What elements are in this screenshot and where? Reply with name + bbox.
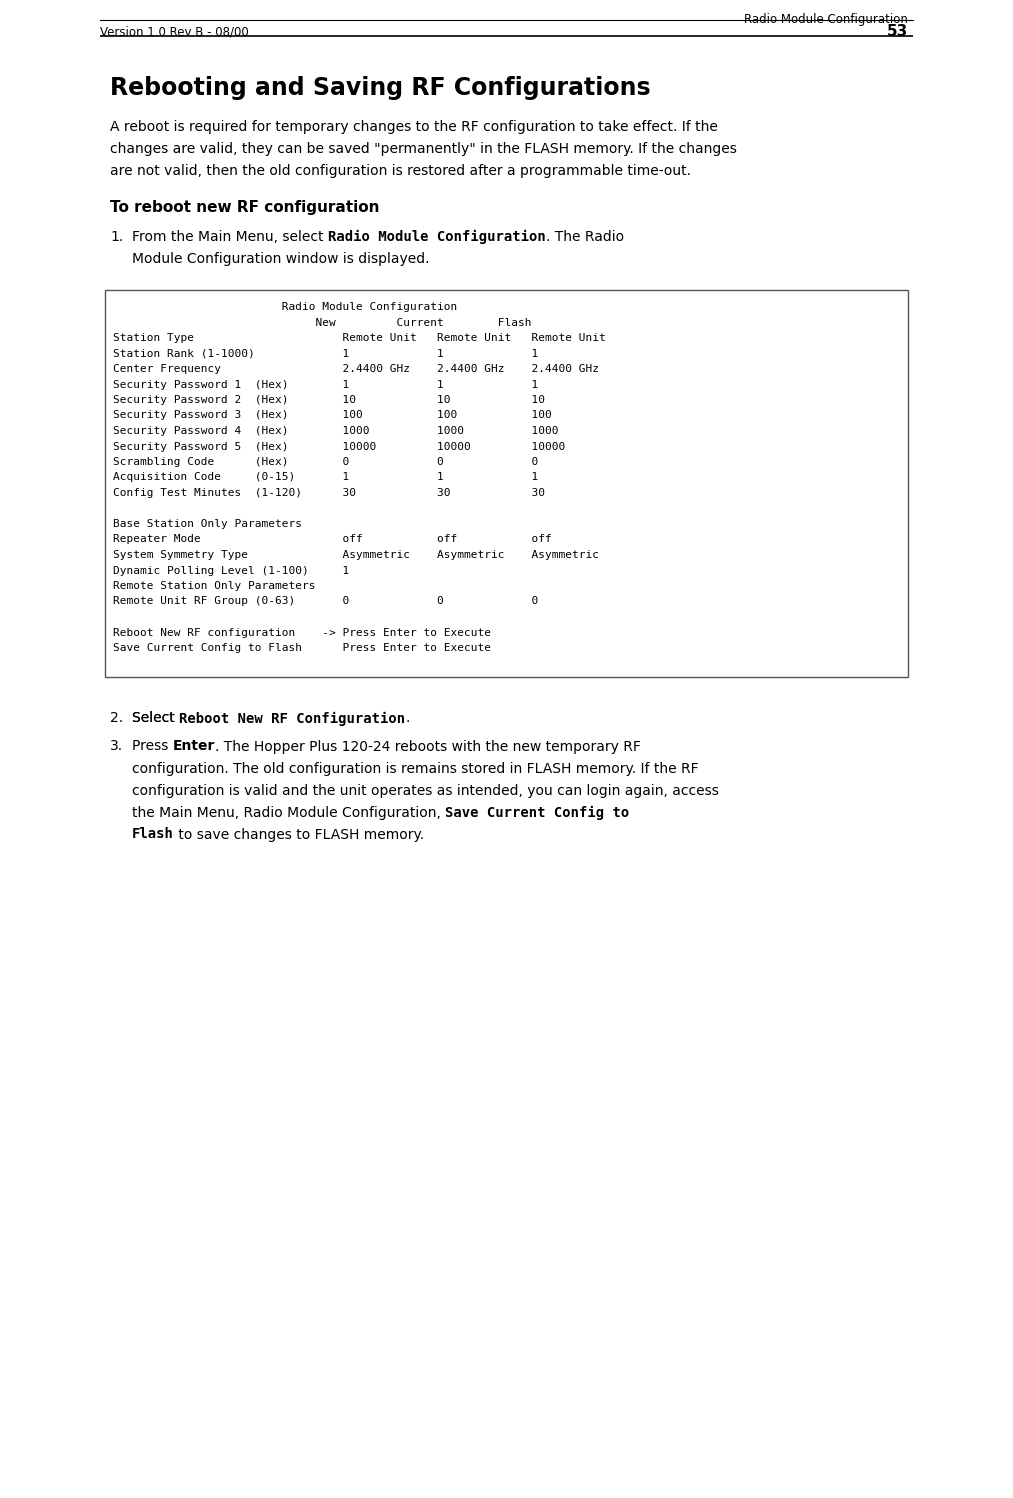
Text: . The Radio: . The Radio (546, 231, 624, 244)
Text: Flash: Flash (132, 827, 174, 842)
Text: 53: 53 (886, 24, 908, 39)
Text: Station Type                      Remote Unit   Remote Unit   Remote Unit: Station Type Remote Unit Remote Unit Rem… (113, 333, 606, 343)
Text: New         Current        Flash: New Current Flash (113, 318, 532, 328)
Text: Module Configuration window is displayed.: Module Configuration window is displayed… (132, 252, 430, 267)
Text: System Symmetry Type              Asymmetric    Asymmetric    Asymmetric: System Symmetry Type Asymmetric Asymmetr… (113, 550, 599, 560)
Text: Radio Module Configuration: Radio Module Configuration (745, 13, 908, 27)
Text: Scrambling Code      (Hex)        0             0             0: Scrambling Code (Hex) 0 0 0 (113, 457, 538, 467)
Text: Remote Station Only Parameters: Remote Station Only Parameters (113, 581, 315, 592)
Text: 1.: 1. (110, 231, 124, 244)
Text: Radio Module Configuration: Radio Module Configuration (113, 303, 457, 312)
Text: Select: Select (132, 712, 179, 725)
Text: are not valid, then the old configuration is restored after a programmable time-: are not valid, then the old configuratio… (110, 163, 691, 178)
Text: Radio Module Configuration: Radio Module Configuration (328, 231, 546, 244)
Text: configuration. The old configuration is remains stored in FLASH memory. If the R: configuration. The old configuration is … (132, 761, 699, 776)
Text: Press: Press (132, 740, 173, 753)
Text: Center Frequency                  2.4400 GHz    2.4400 GHz    2.4400 GHz: Center Frequency 2.4400 GHz 2.4400 GHz 2… (113, 364, 599, 374)
Text: From the Main Menu, select: From the Main Menu, select (132, 231, 328, 244)
Text: Save Current Config to Flash      Press Enter to Execute: Save Current Config to Flash Press Enter… (113, 643, 491, 653)
Text: Version 1.0 Rev B - 08/00: Version 1.0 Rev B - 08/00 (100, 25, 249, 39)
Text: Save Current Config to: Save Current Config to (446, 806, 629, 819)
Text: Security Password 1  (Hex)        1             1             1: Security Password 1 (Hex) 1 1 1 (113, 379, 538, 389)
Text: Reboot New RF configuration    -> Press Enter to Execute: Reboot New RF configuration -> Press Ent… (113, 628, 491, 638)
Text: .: . (405, 712, 409, 725)
Text: 3.: 3. (110, 740, 124, 753)
Text: the Main Menu, Radio Module Configuration,: the Main Menu, Radio Module Configuratio… (132, 806, 446, 819)
Text: Security Password 5  (Hex)        10000         10000         10000: Security Password 5 (Hex) 10000 10000 10… (113, 442, 565, 451)
Text: Remote Unit RF Group (0-63)       0             0             0: Remote Unit RF Group (0-63) 0 0 0 (113, 596, 538, 607)
Text: Rebooting and Saving RF Configurations: Rebooting and Saving RF Configurations (110, 76, 650, 100)
Text: 2.: 2. (110, 712, 124, 725)
Text: Reboot New RF Configuration: Reboot New RF Configuration (179, 712, 405, 725)
Text: Security Password 4  (Hex)        1000          1000          1000: Security Password 4 (Hex) 1000 1000 1000 (113, 425, 558, 436)
Text: Enter: Enter (173, 740, 215, 753)
Text: . The Hopper Plus 120-24 reboots with the new temporary RF: . The Hopper Plus 120-24 reboots with th… (215, 740, 641, 753)
Text: Station Rank (1-1000)             1             1             1: Station Rank (1-1000) 1 1 1 (113, 349, 538, 358)
Text: to save changes to FLASH memory.: to save changes to FLASH memory. (174, 827, 424, 842)
Text: Select: Select (132, 712, 179, 725)
Text: configuration is valid and the unit operates as intended, you can login again, a: configuration is valid and the unit oper… (132, 783, 719, 797)
Text: Base Station Only Parameters: Base Station Only Parameters (113, 518, 302, 529)
Text: Config Test Minutes  (1-120)      30            30            30: Config Test Minutes (1-120) 30 30 30 (113, 488, 545, 497)
Bar (105, 291, 908, 677)
Text: Acquisition Code     (0-15)       1             1             1: Acquisition Code (0-15) 1 1 1 (113, 472, 538, 482)
Text: Repeater Mode                     off           off           off: Repeater Mode off off off (113, 535, 552, 544)
Text: Security Password 3  (Hex)        100           100           100: Security Password 3 (Hex) 100 100 100 (113, 410, 552, 421)
Text: A reboot is required for temporary changes to the RF configuration to take effec: A reboot is required for temporary chang… (110, 120, 718, 133)
Text: changes are valid, they can be saved "permanently" in the FLASH memory. If the c: changes are valid, they can be saved "pe… (110, 142, 736, 156)
Text: Dynamic Polling Level (1-100)     1: Dynamic Polling Level (1-100) 1 (113, 566, 349, 575)
Text: To reboot new RF configuration: To reboot new RF configuration (110, 201, 380, 216)
Text: Security Password 2  (Hex)        10            10            10: Security Password 2 (Hex) 10 10 10 (113, 395, 545, 404)
